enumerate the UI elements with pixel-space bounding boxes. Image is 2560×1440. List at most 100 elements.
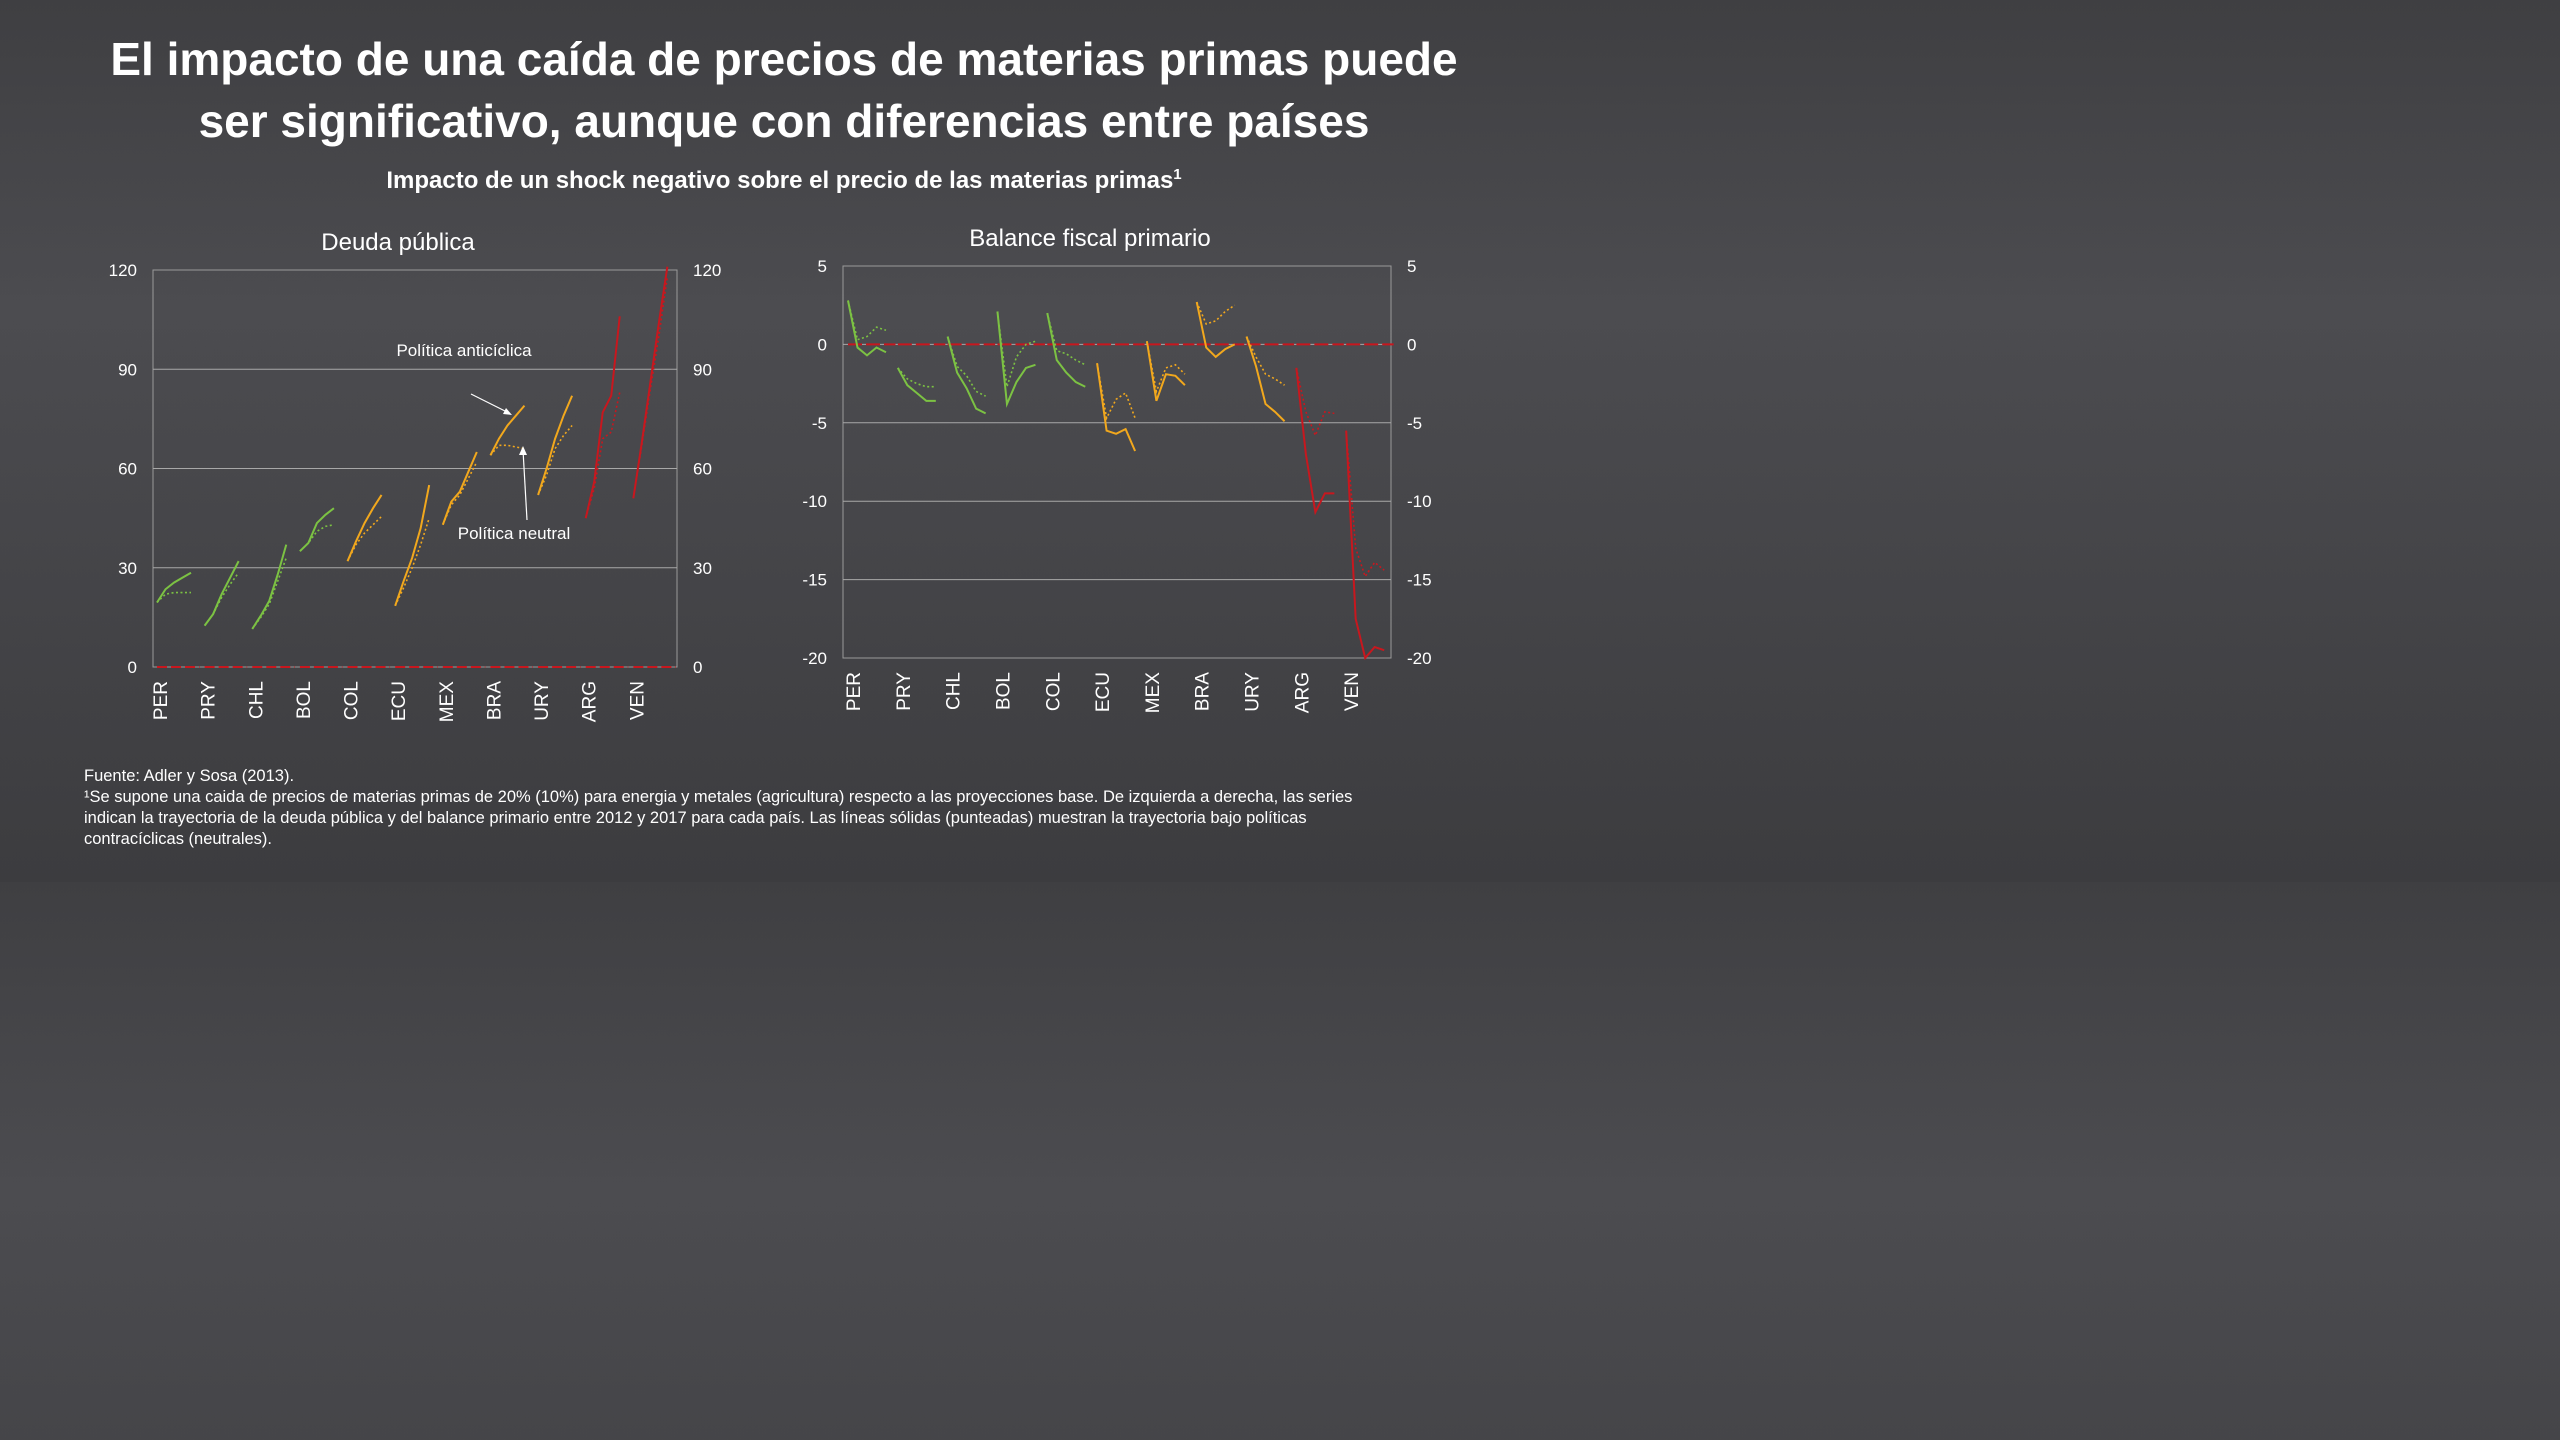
footer-notes: Fuente: Adler y Sosa (2013). ¹Se supone … xyxy=(84,766,1504,850)
slide-title-line1: El impacto de una caída de precios de ma… xyxy=(110,33,1458,85)
series-ury-anticyclic xyxy=(1245,336,1286,422)
x-category-bol: BOL xyxy=(993,672,1014,710)
slide-title-line2: ser significativo, aunque con diferencia… xyxy=(198,95,1370,147)
series-chl-anticyclic xyxy=(946,336,987,415)
x-category-ven: VEN xyxy=(627,681,648,720)
y-tick-label-left: 0 xyxy=(818,335,827,354)
chart-deuda-publica: 0 0 30 30 60 60 90 90 120 120 Deuda pública PER PRY C… xyxy=(109,229,722,723)
series-per-neutral xyxy=(847,300,887,341)
slide: El impacto de una caída de precios de ma… xyxy=(0,0,1568,882)
series-pry-anticyclic xyxy=(896,367,936,402)
series-col-anticyclic xyxy=(346,494,383,562)
series-mex-neutral xyxy=(1146,341,1186,395)
series-col-anticyclic xyxy=(1046,312,1086,388)
footer-note-line2: indican la trayectoria de la deuda públi… xyxy=(84,809,1307,827)
series-ven-anticyclic xyxy=(632,266,669,499)
series-bra-neutral xyxy=(1195,301,1236,326)
series-bra-anticyclic xyxy=(489,404,526,456)
series-ecu-anticyclic xyxy=(1096,363,1137,452)
y-tick-label-right: 0 xyxy=(693,658,702,677)
y-tick-label-right: 90 xyxy=(693,360,712,379)
chart-title: Deuda pública xyxy=(321,229,475,256)
series-per-anticyclic xyxy=(847,300,887,357)
x-category-arg: ARG xyxy=(580,681,601,722)
series-chl-anticyclic xyxy=(251,544,288,630)
series-per-neutral xyxy=(156,591,191,604)
x-category-ury: URY xyxy=(532,681,553,721)
y-tick-label-right: -20 xyxy=(1407,649,1432,668)
x-category-ecu: ECU xyxy=(1093,672,1114,712)
x-category-per: PER xyxy=(151,681,172,720)
series-ecu-neutral xyxy=(394,517,430,607)
plot-frame xyxy=(842,265,1392,659)
x-category-mex: MEX xyxy=(1143,672,1164,714)
series-col-neutral xyxy=(1046,312,1086,366)
x-category-pry: PRY xyxy=(199,681,220,720)
y-tick-label-left: 60 xyxy=(118,460,137,479)
series-per-anticyclic xyxy=(156,571,192,604)
annotation-arrowhead-neutral xyxy=(519,446,527,455)
annotation-anticyclic: Política anticíclica xyxy=(396,341,532,360)
y-tick-label-left: 30 xyxy=(118,559,137,578)
series-mex-anticyclic xyxy=(441,451,478,526)
x-category-chl: CHL xyxy=(944,672,965,710)
series-ven-anticyclic xyxy=(1345,430,1385,661)
y-tick-label-right: -10 xyxy=(1407,492,1432,511)
y-tick-label-left: -5 xyxy=(812,414,827,433)
series-bra-neutral xyxy=(489,444,525,456)
series-col-neutral xyxy=(346,515,383,562)
y-tick-label-left: -10 xyxy=(802,492,827,511)
chart-balance-fiscal: 5 5 0 0 -5 -5 -10 -10 -15 -15 -20 -20 Balance fiscal… xyxy=(802,225,1432,714)
y-tick-label-left: 0 xyxy=(128,658,137,677)
x-category-per: PER xyxy=(844,672,865,711)
series-mex-anticyclic xyxy=(1145,341,1186,402)
series-ecu-anticyclic xyxy=(394,484,431,607)
y-tick-label-left: -15 xyxy=(802,571,827,590)
series-ecu-neutral xyxy=(1096,363,1136,421)
slide-subtitle-text: Impacto de un shock negativo sobre el pr… xyxy=(386,167,1174,194)
footer-note-line1: ¹Se supone una caida de precios de mater… xyxy=(84,788,1353,806)
y-tick-label-left: 90 xyxy=(118,360,137,379)
y-tick-label-right: 5 xyxy=(1407,257,1416,276)
series-pry-anticyclic xyxy=(203,560,240,627)
series-ury-anticyclic xyxy=(537,395,574,496)
series-pry-neutral xyxy=(897,367,936,388)
y-tick-label-right: 120 xyxy=(693,261,721,280)
footer-note-line3: contracíclicas (neutrales). xyxy=(84,830,272,848)
annotation-neutral: Política neutral xyxy=(458,524,570,543)
x-category-pry: PRY xyxy=(894,672,915,711)
slide-subtitle: Impacto de un shock negativo sobre el pr… xyxy=(0,166,1568,195)
y-tick-label-right: -15 xyxy=(1407,571,1432,590)
x-category-ury: URY xyxy=(1243,672,1264,712)
annotation-arrow-neutral xyxy=(522,449,528,521)
x-category-col: COL xyxy=(1043,672,1064,711)
series-arg-neutral xyxy=(584,392,621,519)
x-category-ven: VEN xyxy=(1342,672,1363,711)
series-bol-neutral xyxy=(996,311,1036,387)
x-category-bra: BRA xyxy=(1193,672,1214,711)
y-tick-label-right: 0 xyxy=(1407,335,1416,354)
footer-source: Fuente: Adler y Sosa (2013). xyxy=(84,767,295,785)
y-tick-label-left: -20 xyxy=(802,649,827,668)
y-tick-label-right: -5 xyxy=(1407,414,1422,433)
y-tick-label-left: 120 xyxy=(109,261,137,280)
x-category-bol: BOL xyxy=(294,681,315,719)
series-ury-neutral xyxy=(537,424,573,496)
annotation-arrowhead-anticyclic xyxy=(503,408,512,415)
chart-title: Balance fiscal primario xyxy=(969,225,1210,252)
series-ury-neutral xyxy=(1245,336,1285,386)
series-arg-anticyclic xyxy=(584,316,621,519)
footnote-marker: 1 xyxy=(1173,166,1182,183)
series-bol-anticyclic xyxy=(299,507,335,552)
series-arg-anticyclic xyxy=(1295,367,1335,516)
annotation-arrow-anticyclic xyxy=(470,393,510,414)
series-bol-anticyclic xyxy=(996,311,1036,408)
slide-title: El impacto de una caída de precios de ma… xyxy=(0,28,1568,152)
y-tick-label-right: 60 xyxy=(693,460,712,479)
x-category-mex: MEX xyxy=(437,681,458,723)
x-category-ecu: ECU xyxy=(389,681,410,721)
x-category-arg: ARG xyxy=(1292,672,1313,713)
y-tick-label-right: 30 xyxy=(693,559,712,578)
y-tick-label-left: 5 xyxy=(818,257,827,276)
series-bra-anticyclic xyxy=(1195,301,1236,359)
